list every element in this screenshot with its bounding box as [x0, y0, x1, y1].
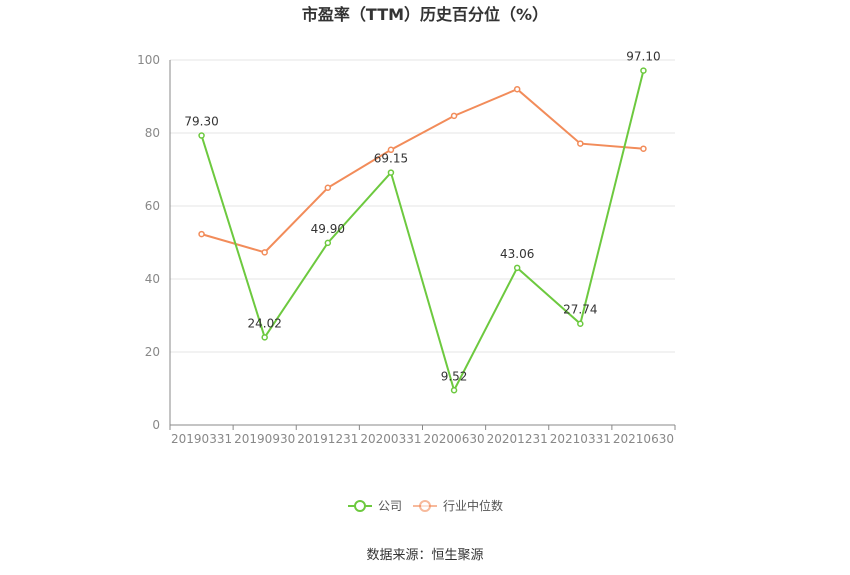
y-tick-label: 40	[145, 272, 160, 286]
x-tick-label: 20210331	[550, 432, 611, 446]
data-point[interactable]	[640, 67, 647, 74]
data-label: 49.90	[311, 222, 345, 236]
data-point[interactable]	[450, 387, 458, 394]
series	[198, 67, 647, 394]
data-point[interactable]	[577, 320, 584, 327]
data-label: 24.02	[248, 316, 282, 330]
y-tick-label: 100	[137, 53, 160, 67]
legend[interactable]: 公司 行业中位数	[348, 498, 503, 513]
x-tick-label: 20210630	[613, 432, 674, 446]
x-tick-label: 20190331	[171, 432, 232, 446]
y-tick-label: 80	[145, 126, 160, 140]
series-line-0	[200, 70, 645, 393]
legend-label: 公司	[378, 499, 402, 513]
series-line-1	[201, 88, 644, 254]
legend-label: 行业中位数	[443, 498, 503, 513]
data-point[interactable]	[261, 249, 268, 256]
y-tick-label: 60	[145, 199, 160, 213]
legend-item-1[interactable]: 行业中位数	[413, 498, 503, 513]
data-point[interactable]	[513, 264, 521, 272]
data-point[interactable]	[198, 132, 205, 139]
source-note: 数据来源：恒生聚源	[366, 548, 483, 563]
data-point[interactable]	[640, 145, 647, 152]
x-tick-label: 20190930	[234, 432, 295, 446]
x-tick-label: 20201231	[487, 432, 548, 446]
data-label: 97.10	[626, 50, 660, 64]
data-point[interactable]	[324, 184, 332, 191]
data-label: 43.06	[500, 247, 534, 261]
data-point[interactable]	[387, 169, 395, 176]
x-tick-label: 20200331	[360, 432, 421, 446]
chart-title: 市盈率（TTM）历史百分位（%）	[302, 5, 548, 24]
grid-lines	[170, 59, 675, 353]
data-label: 27.74	[563, 303, 597, 317]
data-labels: 79.30 24.02 49.90 69.15 9.52 43.06 27.74 97.10	[184, 50, 660, 384]
y-tick-label: 0	[152, 418, 160, 432]
data-point[interactable]	[324, 239, 332, 247]
data-point[interactable]	[261, 334, 268, 341]
x-tick-label: 20191231	[297, 432, 358, 446]
data-label: 69.15	[374, 152, 408, 166]
data-point[interactable]	[577, 140, 584, 147]
data-point[interactable]	[387, 146, 395, 154]
legend-swatch-marker	[354, 500, 366, 512]
data-label: 79.30	[184, 115, 218, 129]
data-point[interactable]	[513, 85, 521, 93]
y-tick-label: 20	[145, 345, 160, 359]
legend-swatch-marker	[419, 500, 431, 512]
legend-item-0[interactable]: 公司	[348, 499, 402, 513]
data-point[interactable]	[198, 230, 205, 238]
data-point[interactable]	[450, 112, 458, 120]
x-tick-label: 20200630	[424, 432, 485, 446]
data-label: 9.52	[441, 369, 468, 383]
